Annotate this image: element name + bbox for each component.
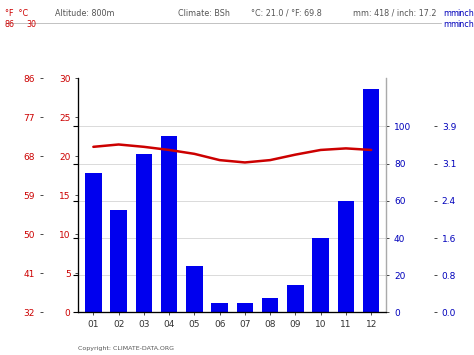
Text: inch: inch	[457, 20, 474, 28]
Bar	[262, 297, 278, 312]
Bar	[237, 303, 253, 312]
Text: Climate: BSh: Climate: BSh	[178, 9, 229, 18]
Bar	[136, 154, 152, 312]
Text: Altitude: 800m: Altitude: 800m	[55, 9, 114, 18]
Bar	[312, 238, 329, 312]
Text: 86: 86	[5, 20, 15, 28]
Bar	[363, 89, 379, 312]
Bar	[85, 173, 101, 312]
Text: inch: inch	[457, 9, 474, 18]
Bar	[287, 284, 304, 312]
Bar	[337, 201, 354, 312]
Bar	[161, 136, 177, 312]
Text: 30: 30	[26, 20, 36, 28]
Text: mm: mm	[443, 20, 459, 28]
Bar	[186, 266, 202, 312]
Text: °F  °C: °F °C	[5, 9, 28, 18]
Text: mm: mm	[443, 9, 459, 18]
Text: Copyright: CLIMATE-DATA.ORG: Copyright: CLIMATE-DATA.ORG	[78, 346, 174, 351]
Bar	[211, 303, 228, 312]
Text: °C: 21.0 / °F: 69.8: °C: 21.0 / °F: 69.8	[251, 9, 322, 18]
Text: mm: 418 / inch: 17.2: mm: 418 / inch: 17.2	[353, 9, 437, 18]
Bar	[110, 210, 127, 312]
